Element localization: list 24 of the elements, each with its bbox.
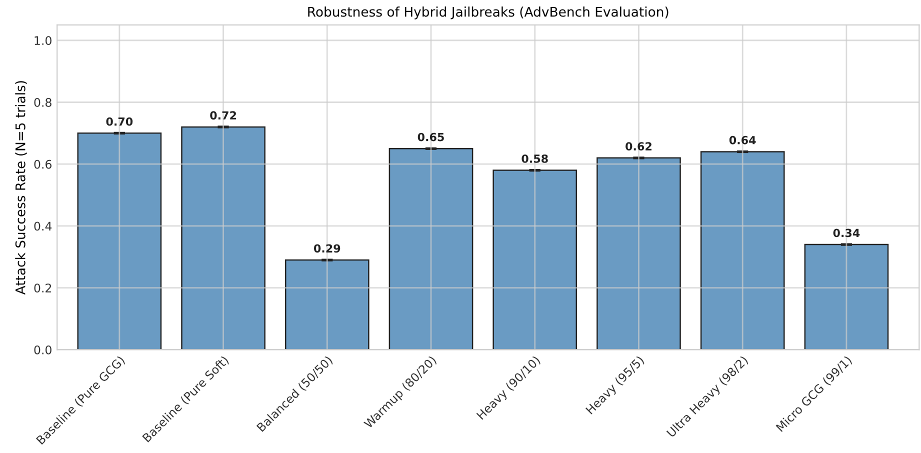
bar [804,244,889,350]
y-tick-label: 0.8 [34,98,52,107]
data-label: 0.58 [522,154,548,163]
y-tick-label: 0.0 [34,345,52,354]
chart-title: Robustness of Hybrid Jailbreaks (AdvBench Evaluation) [308,6,668,20]
data-label: 0.34 [833,228,860,238]
bar [596,157,681,350]
y-tick-label: 0.6 [34,160,52,169]
bar [492,170,578,350]
y-axis-title: Attack Success Rate (N=5 trials) [15,81,27,295]
bar [77,132,162,350]
bar [284,259,370,350]
bar [181,126,266,350]
data-label: 0.64 [729,136,756,144]
data-label: 0.72 [210,111,236,120]
y-tick-label: 1.0 [34,36,52,46]
y-tick-label: 0.4 [34,222,52,231]
data-label: 0.65 [418,132,444,142]
y-tick-label: 0.2 [34,284,52,292]
data-label: 0.29 [314,244,340,253]
data-label: 0.70 [106,117,133,126]
bar [388,148,474,350]
bar [700,151,785,350]
data-label: 0.62 [626,142,652,151]
